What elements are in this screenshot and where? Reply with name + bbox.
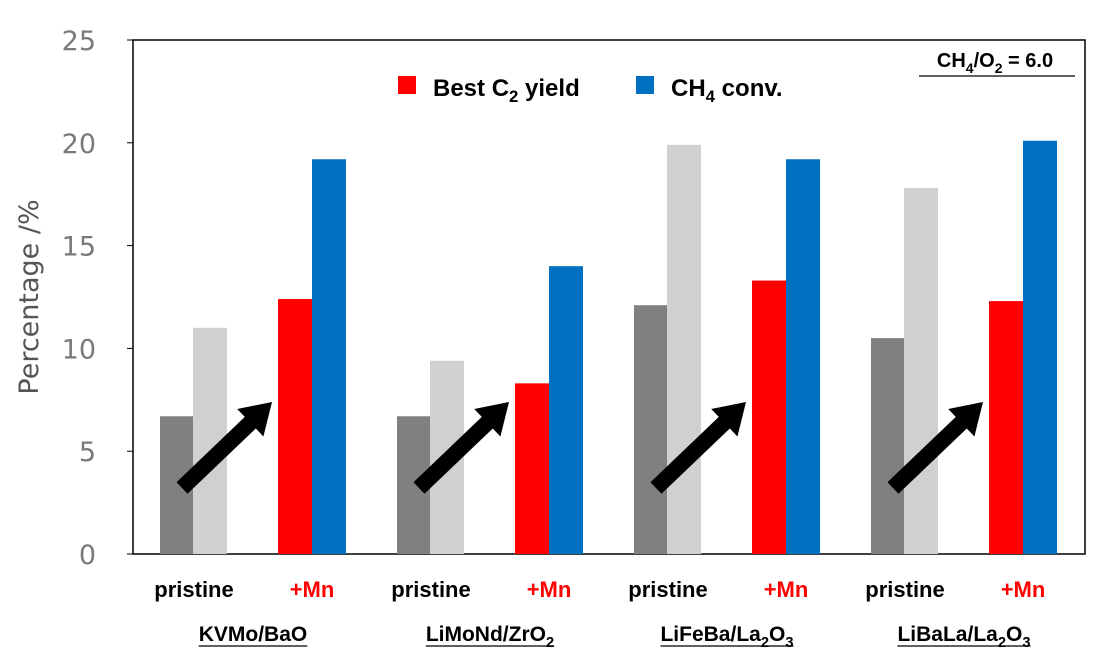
bar-mn-c2-yield <box>989 301 1023 554</box>
catalyst-label-part: LiFeBa/La <box>660 623 761 646</box>
mn-label: +Mn <box>527 577 572 602</box>
mn-label: +Mn <box>290 577 335 602</box>
catalyst-label-subscript: 2 <box>998 635 1006 651</box>
catalyst-label-subscript: 2 <box>546 635 554 651</box>
plot-area <box>132 39 1086 555</box>
bars-layer <box>160 140 1057 555</box>
bar-mn-ch4-conv <box>549 266 583 554</box>
bar-mn-c2-yield <box>752 280 786 554</box>
legend-text: CH <box>671 75 706 102</box>
catalyst-label-subscript: 3 <box>1022 635 1030 651</box>
improvement-arrow <box>650 402 746 494</box>
catalyst-label-part: O <box>1006 623 1022 646</box>
legend-subscript: 4 <box>706 87 716 106</box>
catalyst-label: KVMo/BaO <box>199 623 308 646</box>
ratio-part: CH <box>937 50 966 72</box>
subgroup-labels: pristine +Mn pristine +Mn pristine +Mn pristin… <box>154 577 1045 602</box>
bar-mn-c2-yield <box>515 383 549 554</box>
catalyst-label-part: LiBaLa/La <box>897 623 998 646</box>
bar-pristine-ch4-conv <box>667 144 701 554</box>
y-tick-label: 10 <box>62 334 96 365</box>
bar-pristine-c2-yield <box>634 305 668 554</box>
legend-label-best-c2-yield: Best C2 yield <box>433 75 580 106</box>
legend: Best C2 yield CH4 conv. <box>398 75 783 106</box>
bar-pristine-ch4-conv <box>904 188 938 555</box>
y-tick-label: 25 <box>62 26 96 57</box>
ratio-subscript: 4 <box>966 60 974 76</box>
improvement-arrow <box>413 402 509 494</box>
bar-pristine-c2-yield <box>871 338 905 554</box>
bar-mn-ch4-conv <box>312 159 346 555</box>
ratio-subscript: 2 <box>995 60 1003 76</box>
group-labels: KVMo/BaO LiMoNd/ZrO2 LiFeBa/La2O3 LiBaLa/La… <box>198 623 1031 651</box>
legend-text: yield <box>518 75 579 102</box>
y-axis-ticks: 0 5 10 15 20 25 <box>62 26 133 571</box>
catalyst-label-part: LiMoNd/ZrO <box>426 623 546 646</box>
pristine-label: pristine <box>628 577 707 602</box>
ratio-part: /O <box>974 50 995 72</box>
y-tick-label: 20 <box>62 129 96 160</box>
arrows-layer <box>176 402 983 494</box>
ratio-annotation: CH4/O2 = 6.0 <box>919 50 1075 77</box>
catalyst-label-subscript: 3 <box>785 635 793 651</box>
improvement-arrow <box>176 402 272 494</box>
mn-label: +Mn <box>764 577 809 602</box>
bar-mn-c2-yield <box>278 299 312 554</box>
pristine-label: pristine <box>391 577 470 602</box>
legend-label-ch4-conv: CH4 conv. <box>671 75 783 106</box>
legend-text: conv. <box>715 75 783 102</box>
catalyst-label-part: KVMo/BaO <box>199 623 308 646</box>
legend-swatch-ch4-conv <box>636 76 654 94</box>
legend-swatch-best-c2-yield <box>398 76 416 94</box>
bar-mn-ch4-conv <box>786 159 820 555</box>
catalyst-label-subscript: 2 <box>761 635 769 651</box>
legend-text: Best C <box>433 75 509 102</box>
catalyst-label: LiMoNd/ZrO2 <box>426 623 554 651</box>
mn-label: +Mn <box>1001 577 1046 602</box>
pristine-label: pristine <box>154 577 233 602</box>
y-tick-label: 15 <box>62 232 96 263</box>
legend-subscript: 2 <box>509 87 518 106</box>
catalyst-label-part: O <box>769 623 785 646</box>
ratio-part: = 6.0 <box>1003 50 1054 72</box>
catalyst-label: LiBaLa/La2O3 <box>897 623 1030 651</box>
y-axis-label: Percentage /% <box>14 199 45 394</box>
y-tick-label: 0 <box>79 540 96 571</box>
improvement-arrow <box>887 402 983 494</box>
ch4-o2-ratio-text: CH4/O2 = 6.0 <box>937 50 1053 76</box>
y-tick-label: 5 <box>79 437 96 468</box>
bar-mn-ch4-conv <box>1023 140 1057 554</box>
catalyst-label: LiFeBa/La2O3 <box>660 623 793 651</box>
pristine-label: pristine <box>865 577 944 602</box>
